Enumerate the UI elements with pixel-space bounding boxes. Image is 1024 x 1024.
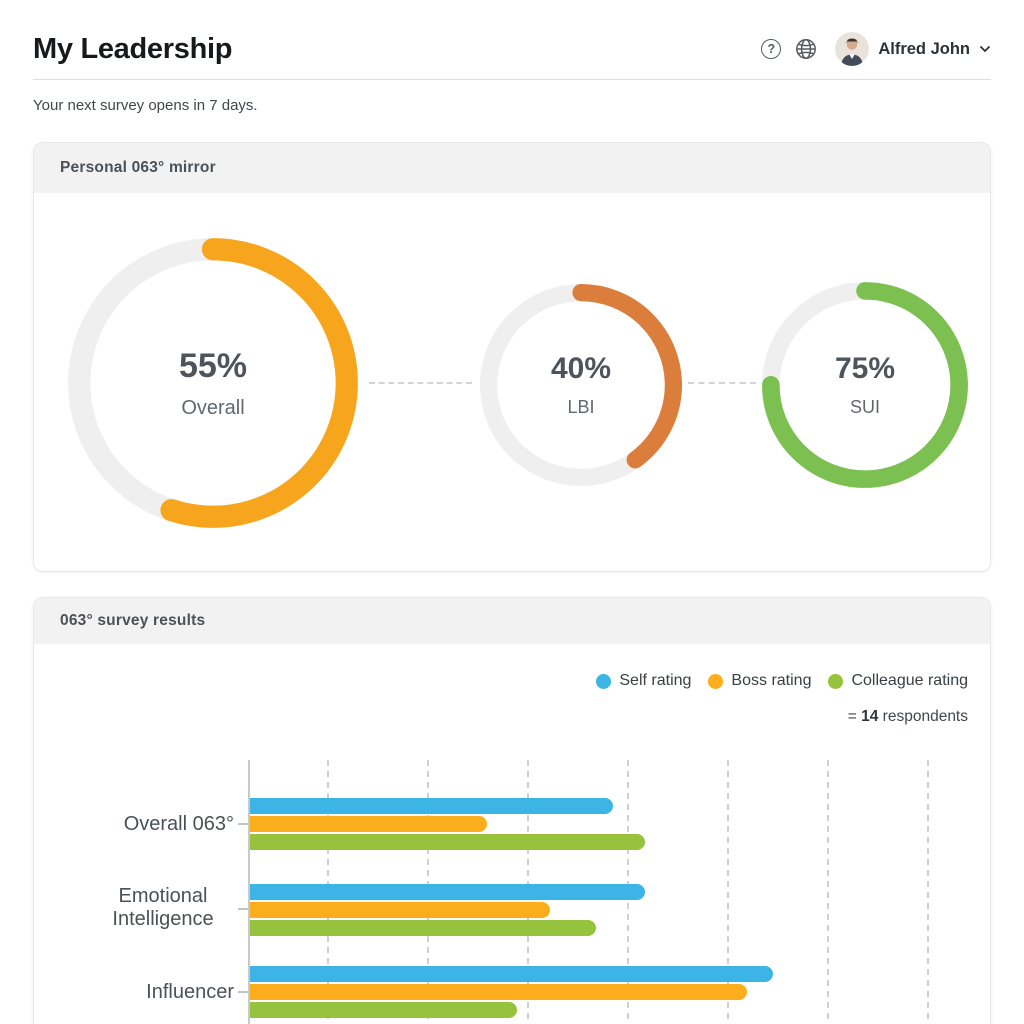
avatar <box>835 32 870 66</box>
category-label-overall: Overall 063° <box>123 812 234 835</box>
legend-label: Self rating <box>619 672 692 689</box>
bar-group-influencer <box>250 966 976 1018</box>
header: My Leadership ? <box>33 0 991 66</box>
bar-chart-plot: Overall 063° Emotional Intelligence Infl… <box>112 760 976 1024</box>
respondents-equals: = <box>847 708 862 725</box>
gauge-lbi: 40% LBI <box>476 280 686 490</box>
legend-dot-self <box>596 673 612 689</box>
legend-label: Boss rating <box>731 672 812 689</box>
category-label-influencer: Influencer <box>146 980 234 1003</box>
user-name: Alfred John <box>878 39 970 58</box>
axis-tick <box>238 908 249 910</box>
header-divider <box>33 79 991 80</box>
axis-tick <box>238 823 249 825</box>
gauge-label: Overall <box>181 396 245 419</box>
page-title: My Leadership <box>33 32 233 65</box>
chevron-down-icon <box>979 45 991 53</box>
gauge-connector <box>688 382 756 384</box>
bar-boss-rating <box>250 902 550 918</box>
gridline <box>727 760 729 1024</box>
category-label-emotional-intelligence: Emotional Intelligence <box>112 885 214 930</box>
question-mark-icon: ? <box>761 39 782 59</box>
globe-icon <box>796 39 817 59</box>
legend-item-boss-rating: Boss rating <box>708 672 811 690</box>
legend-label: Colleague rating <box>851 672 968 689</box>
gauge-label: LBI <box>567 397 595 417</box>
bar-boss-rating <box>250 816 488 832</box>
personal-mirror-card: Personal 063° mirror 55% Overall <box>33 142 991 572</box>
gauge-connector <box>369 382 472 384</box>
bar-boss-rating <box>250 984 748 1000</box>
respondents-label: respondents <box>878 708 968 725</box>
survey-card-title: 063° survey results <box>34 598 990 644</box>
legend-item-self-rating: Self rating <box>596 672 691 690</box>
bar-colleague-rating <box>250 834 645 850</box>
y-axis-line <box>248 760 250 1024</box>
bar-self-rating <box>250 884 645 900</box>
gauge-value: 75% <box>834 352 896 385</box>
bar-self-rating <box>250 798 613 814</box>
axis-tick <box>238 991 249 993</box>
survey-card-body: Self rating Boss rating Colleague rating… <box>34 644 990 1024</box>
language-button[interactable] <box>795 38 817 60</box>
survey-countdown-text: Your next survey opens in 7 days. <box>33 97 258 114</box>
gauge-sui: 75% SUI <box>758 278 972 492</box>
header-actions: ? <box>760 32 991 66</box>
survey-results-card: 063° survey results Self rating Boss rat… <box>33 597 991 1024</box>
user-menu[interactable]: Alfred John <box>835 32 991 66</box>
legend-item-colleague-rating: Colleague rating <box>828 672 968 690</box>
gauge-overall: 55% Overall <box>61 231 365 535</box>
legend-dot-colleague <box>828 673 844 689</box>
bar-group-emotional-intelligence <box>250 884 976 936</box>
respondents-note: = 14 respondents <box>848 708 968 726</box>
gauge-value: 40% <box>550 352 612 385</box>
bar-colleague-rating <box>250 1002 518 1018</box>
gauge-value: 55% <box>178 346 248 385</box>
help-button[interactable]: ? <box>760 38 782 60</box>
gridline <box>827 760 829 1024</box>
bar-self-rating <box>250 966 773 982</box>
bar-colleague-rating <box>250 920 597 936</box>
mirror-card-title: Personal 063° mirror <box>34 143 990 193</box>
respondents-count: 14 <box>861 708 879 725</box>
chart-legend: Self rating Boss rating Colleague rating <box>596 672 968 690</box>
gridline <box>927 760 929 1024</box>
bar-group-overall <box>250 798 976 850</box>
gauge-label: SUI <box>849 397 880 417</box>
mirror-card-body: 55% Overall 40% LBI <box>34 193 990 571</box>
legend-dot-boss <box>708 673 724 689</box>
